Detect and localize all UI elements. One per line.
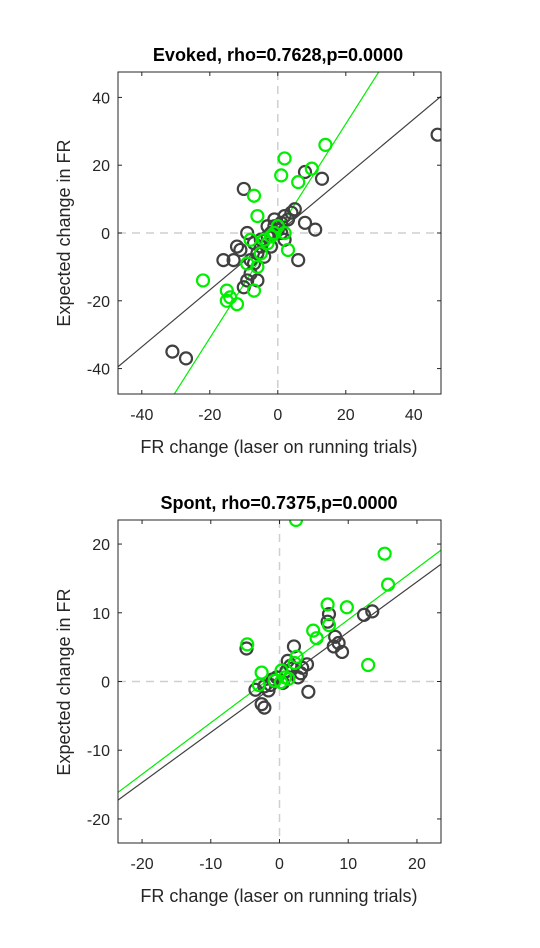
y-tick-label: 40 xyxy=(92,90,110,107)
y-tick-label: -20 xyxy=(87,812,110,829)
chart-panel-evoked: Evoked, rho=0.7628,p=0.0000 -40 -20 0 20 40-… xyxy=(54,45,442,457)
scatter-point-series-1 xyxy=(289,649,304,664)
scatter-point-series-0 xyxy=(430,127,441,142)
scatter-point-series-1 xyxy=(318,137,333,152)
scatter-point-series-1 xyxy=(309,631,324,646)
scatter-point-series-0 xyxy=(356,607,372,622)
x-tick-label: 40 xyxy=(405,407,423,424)
scatter-point-series-1 xyxy=(277,151,292,166)
scatter-point-series-0 xyxy=(308,222,323,237)
scatter-point-series-1 xyxy=(243,232,258,247)
scatter-point-series-1 xyxy=(219,283,234,298)
y-tick-label: -20 xyxy=(87,294,110,311)
scatter-point-series-0 xyxy=(229,239,245,254)
y-tick-label: -10 xyxy=(87,743,110,760)
x-tick-label: 0 xyxy=(273,407,282,424)
plot-inner xyxy=(118,520,441,843)
tick-labels: -20 -10 0 10 20 -20 -10 0 10 20 xyxy=(87,520,441,873)
scatter-point-series-1 xyxy=(304,161,319,176)
scatter-point-series-0 xyxy=(280,212,296,227)
scatter-point-series-0 xyxy=(314,171,330,186)
scatter-point-series-1 xyxy=(274,663,289,678)
x-tick-label: 20 xyxy=(337,407,355,424)
scatter-point-series-1 xyxy=(195,273,211,288)
y-tick-label: 20 xyxy=(92,537,110,554)
scatter-point-series-0 xyxy=(297,164,313,180)
y-axis-label: Expected change in FR xyxy=(54,588,74,775)
scatter-point-series-0 xyxy=(301,684,316,699)
y-tick-label: 20 xyxy=(92,158,110,175)
scatter-point-series-0 xyxy=(365,604,380,619)
scatter-point-series-0 xyxy=(233,242,248,258)
scatter-point-series-1 xyxy=(246,188,262,203)
x-tick-label: -20 xyxy=(198,407,221,424)
scatter-point-series-0 xyxy=(287,202,302,217)
scatter-point-series-0 xyxy=(291,253,306,268)
x-axis-label: FR change (laser on running trials) xyxy=(140,437,417,457)
scatter-point-series-1 xyxy=(257,232,272,247)
x-tick-label: 10 xyxy=(339,856,357,873)
scatter-point-series-1 xyxy=(380,577,396,592)
scatter-point-series-1 xyxy=(219,293,234,308)
scatter-point-series-0 xyxy=(326,639,341,654)
y-tick-label: -40 xyxy=(87,362,110,379)
x-axis-label: FR change (laser on running trials) xyxy=(140,886,417,906)
scatter-point-series-0 xyxy=(216,253,231,268)
scatter-point-series-0 xyxy=(254,697,269,712)
scatter-point-series-1 xyxy=(263,229,279,244)
scatter-point-series-1 xyxy=(320,597,335,612)
scatter-point-series-1 xyxy=(240,256,255,271)
y-tick-label: 0 xyxy=(101,675,110,692)
scatter-point-series-1 xyxy=(251,677,266,693)
plot-area xyxy=(118,72,441,394)
chart-title: Evoked, rho=0.7628,p=0.0000 xyxy=(153,45,403,65)
scatter-point-series-1 xyxy=(339,600,354,615)
scatter-point-series-0 xyxy=(236,181,251,197)
scatter-point-series-1 xyxy=(253,246,268,261)
scatter-point-series-1 xyxy=(246,283,262,298)
scatter-point-series-0 xyxy=(240,225,255,241)
chart-panel-spont: Spont, rho=0.7375,p=0.0000 -20 -10 0 10 20-2… xyxy=(54,493,442,906)
scatter-point-series-0 xyxy=(284,205,299,220)
x-tick-label: -10 xyxy=(199,856,222,873)
scatter-point-series-1 xyxy=(361,657,376,673)
scatter-point-series-1 xyxy=(377,546,392,561)
chart-title: Spont, rho=0.7375,p=0.0000 xyxy=(160,493,397,513)
scatter-point-series-1 xyxy=(240,637,255,652)
plot-area xyxy=(118,520,441,843)
scatter-point-series-0 xyxy=(226,253,241,268)
scatter-point-series-1 xyxy=(274,168,289,183)
scatter-point-series-1 xyxy=(321,618,337,633)
scatter-point-series-0 xyxy=(178,351,194,366)
x-tick-label: 20 xyxy=(408,856,426,873)
scatter-point-series-1 xyxy=(280,242,296,258)
y-axis-label: Expected change in FR xyxy=(54,139,74,326)
scatter-point-series-1 xyxy=(287,655,302,671)
scatter-point-series-1 xyxy=(254,665,269,680)
x-tick-label: -40 xyxy=(130,407,153,424)
y-tick-label: 0 xyxy=(101,226,110,243)
plot-inner xyxy=(118,72,441,394)
scatter-point-series-0 xyxy=(253,239,268,254)
tick-labels: -40 -20 0 20 40 -40 -20 0 20 40 xyxy=(87,72,441,424)
scatter-point-series-0 xyxy=(240,273,255,288)
scatter-point-series-1 xyxy=(277,225,292,241)
scatter-point-series-1 xyxy=(267,225,282,241)
scatter-point-series-1 xyxy=(306,623,321,638)
scatter-point-series-1 xyxy=(281,671,296,686)
scatter-point-series-1 xyxy=(250,208,265,224)
scatter-point-series-0 xyxy=(165,344,180,359)
x-tick-label: 0 xyxy=(275,856,284,873)
y-tick-label: 10 xyxy=(92,606,110,623)
scatter-point-series-1 xyxy=(267,673,282,688)
scatter-point-series-0 xyxy=(297,215,313,230)
scatter-point-series-1 xyxy=(260,236,275,251)
scatter-point-series-1 xyxy=(291,175,306,190)
scatter-point-series-1 xyxy=(288,520,304,528)
scatter-point-series-0 xyxy=(257,700,272,715)
x-tick-label: -20 xyxy=(130,856,153,873)
